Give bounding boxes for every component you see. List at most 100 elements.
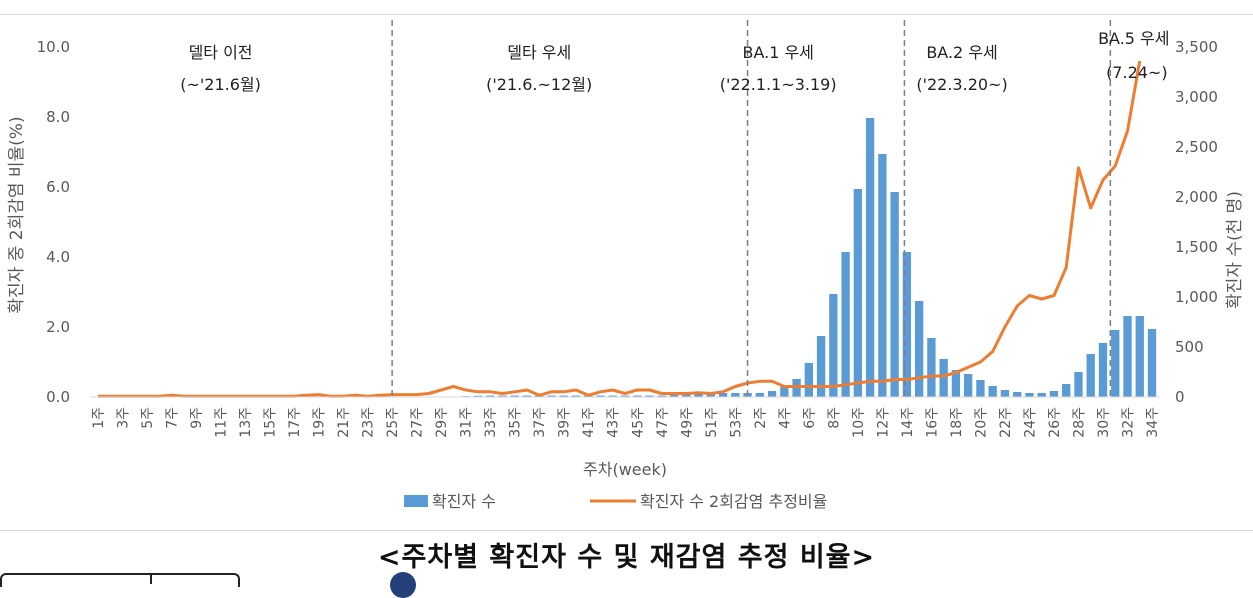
x-tick-label: 19주 xyxy=(312,407,328,438)
y-right-tick-label: 2,500 xyxy=(1175,138,1218,156)
chart-caption: <주차별 확진자 수 및 재감염 추정 비율> xyxy=(0,535,1253,574)
y-right-tick-label: 1,000 xyxy=(1175,288,1218,306)
bar-confirmed xyxy=(829,294,837,397)
bar-confirmed xyxy=(989,386,997,397)
y-left-axis-label: 확진자 중 2회감염 비율(%) xyxy=(7,116,27,313)
x-tick-label: 4주 xyxy=(777,407,793,429)
cropped-box-fragment xyxy=(0,573,240,587)
bar-confirmed xyxy=(927,338,935,397)
y-right-tick-label: 1,500 xyxy=(1175,238,1218,256)
bar-confirmed xyxy=(1111,330,1119,397)
bar-confirmed xyxy=(1025,393,1033,397)
bar-confirmed xyxy=(1013,392,1021,397)
x-tick-label: 9주 xyxy=(189,407,205,429)
bar-confirmed xyxy=(1062,384,1070,397)
phase-labels: 델타 이전(~'21.6월)델타 우세('21.6.~12월)BA.1 우세('… xyxy=(180,29,1169,94)
phase-name-label: 델타 이전 xyxy=(189,43,253,62)
legend-label-bars: 확진자 수 xyxy=(432,492,496,511)
bar-confirmed xyxy=(841,252,849,397)
bar-confirmed xyxy=(964,374,972,397)
y-left-tick-label: 2.0 xyxy=(46,318,70,336)
x-tick-label: 30주 xyxy=(1096,407,1112,438)
y-left-tick-label: 0.0 xyxy=(46,388,70,406)
bar-confirmed xyxy=(1123,316,1131,397)
y-left-tick-label: 10.0 xyxy=(37,38,70,56)
x-tick-label: 49주 xyxy=(679,407,695,438)
y-left-tick-label: 8.0 xyxy=(46,108,70,126)
phase-period-label: (~'21.6월) xyxy=(180,75,261,94)
x-tick-label: 47주 xyxy=(655,407,671,438)
x-tick-label: 8주 xyxy=(826,407,842,429)
x-tick-label: 13주 xyxy=(238,407,254,438)
x-tick-label: 39주 xyxy=(557,407,573,438)
x-tick-label: 3주 xyxy=(116,407,132,429)
bar-confirmed xyxy=(1087,354,1095,397)
bar-confirmed xyxy=(1136,316,1144,397)
y-left-tick-label: 6.0 xyxy=(46,178,70,196)
x-tick-label: 16주 xyxy=(924,407,940,438)
cropped-logo-circle xyxy=(390,572,416,598)
y-right-tick-label: 2,000 xyxy=(1175,188,1218,206)
x-tick-label: 15주 xyxy=(263,407,279,438)
x-tick-label: 18주 xyxy=(949,407,965,438)
x-tick-label: 28주 xyxy=(1071,407,1087,438)
x-tick-label: 26주 xyxy=(1047,407,1063,438)
y-right-tick-label: 500 xyxy=(1175,338,1204,356)
left-axis: 0.0 2.0 4.0 6.0 8.0 10.0 xyxy=(37,38,70,406)
x-tick-label: 23주 xyxy=(361,407,377,438)
x-tick-label: 10주 xyxy=(851,407,867,438)
x-tick-label: 29주 xyxy=(434,407,450,438)
bar-confirmed xyxy=(1074,372,1082,397)
caption-rule xyxy=(0,530,1253,531)
bar-confirmed xyxy=(939,359,947,397)
x-tick-label: 35주 xyxy=(508,407,524,438)
phase-name-label: BA.5 우세 xyxy=(1098,29,1169,48)
bar-confirmed xyxy=(805,363,813,397)
legend-label-line: 확진자 수 2회감염 추정비율 xyxy=(640,492,827,511)
bar-confirmed xyxy=(1148,329,1156,397)
x-tick-label: 20주 xyxy=(973,407,989,438)
legend: 확진자 수 확진자 수 2회감염 추정비율 xyxy=(404,492,827,511)
bar-confirmed xyxy=(768,391,776,397)
y-right-axis-label: 확진자 수(천 명) xyxy=(1225,191,1245,309)
bar-confirmed xyxy=(1099,343,1107,397)
x-tick-label: 25주 xyxy=(385,407,401,438)
bar-confirmed xyxy=(1001,390,1009,397)
x-tick-label: 43주 xyxy=(606,407,622,438)
x-tick-label: 22주 xyxy=(998,407,1014,438)
x-tick-label: 51주 xyxy=(704,407,720,438)
x-tick-label: 45주 xyxy=(630,407,646,438)
y-right-tick-label: 3,000 xyxy=(1175,88,1218,106)
phase-name-label: BA.2 우세 xyxy=(926,43,997,62)
x-tick-label: 34주 xyxy=(1145,407,1161,438)
bar-confirmed xyxy=(878,154,886,397)
bar-series-confirmed xyxy=(94,118,1156,397)
x-tick-label: 2주 xyxy=(753,407,769,429)
phase-period-label: ('22.3.20~) xyxy=(916,75,1007,94)
x-tick-label: 5주 xyxy=(140,407,156,429)
x-tick-label: 24주 xyxy=(1022,407,1038,438)
y-right-tick-label: 3,500 xyxy=(1175,38,1218,56)
phase-period-label: ('22.1.1~3.19) xyxy=(720,75,837,94)
bar-confirmed xyxy=(854,189,862,397)
bar-confirmed xyxy=(756,393,764,397)
y-right-tick-label: 0 xyxy=(1175,388,1185,406)
bar-confirmed xyxy=(866,118,874,397)
bar-confirmed xyxy=(890,192,898,397)
y-left-tick-label: 4.0 xyxy=(46,248,70,266)
bar-confirmed xyxy=(1050,391,1058,397)
x-tick-label: 7주 xyxy=(165,407,181,429)
phase-period-label: (7.24~) xyxy=(1106,63,1168,82)
bar-confirmed xyxy=(976,380,984,397)
line-reinfection-ratio xyxy=(98,61,1140,396)
x-tick-label: 17주 xyxy=(287,407,303,438)
x-tick-label: 21주 xyxy=(336,407,352,438)
x-tick-label: 27주 xyxy=(410,407,426,438)
right-axis: 0 500 1,000 1,500 2,000 2,500 3,000 3,500 xyxy=(1175,38,1218,406)
phase-name-label: 델타 우세 xyxy=(507,43,571,62)
x-axis-label: 주차(week) xyxy=(583,460,667,479)
x-tick-label: 32주 xyxy=(1120,407,1136,438)
legend-swatch-bars xyxy=(404,495,428,507)
bar-confirmed xyxy=(1038,393,1046,397)
